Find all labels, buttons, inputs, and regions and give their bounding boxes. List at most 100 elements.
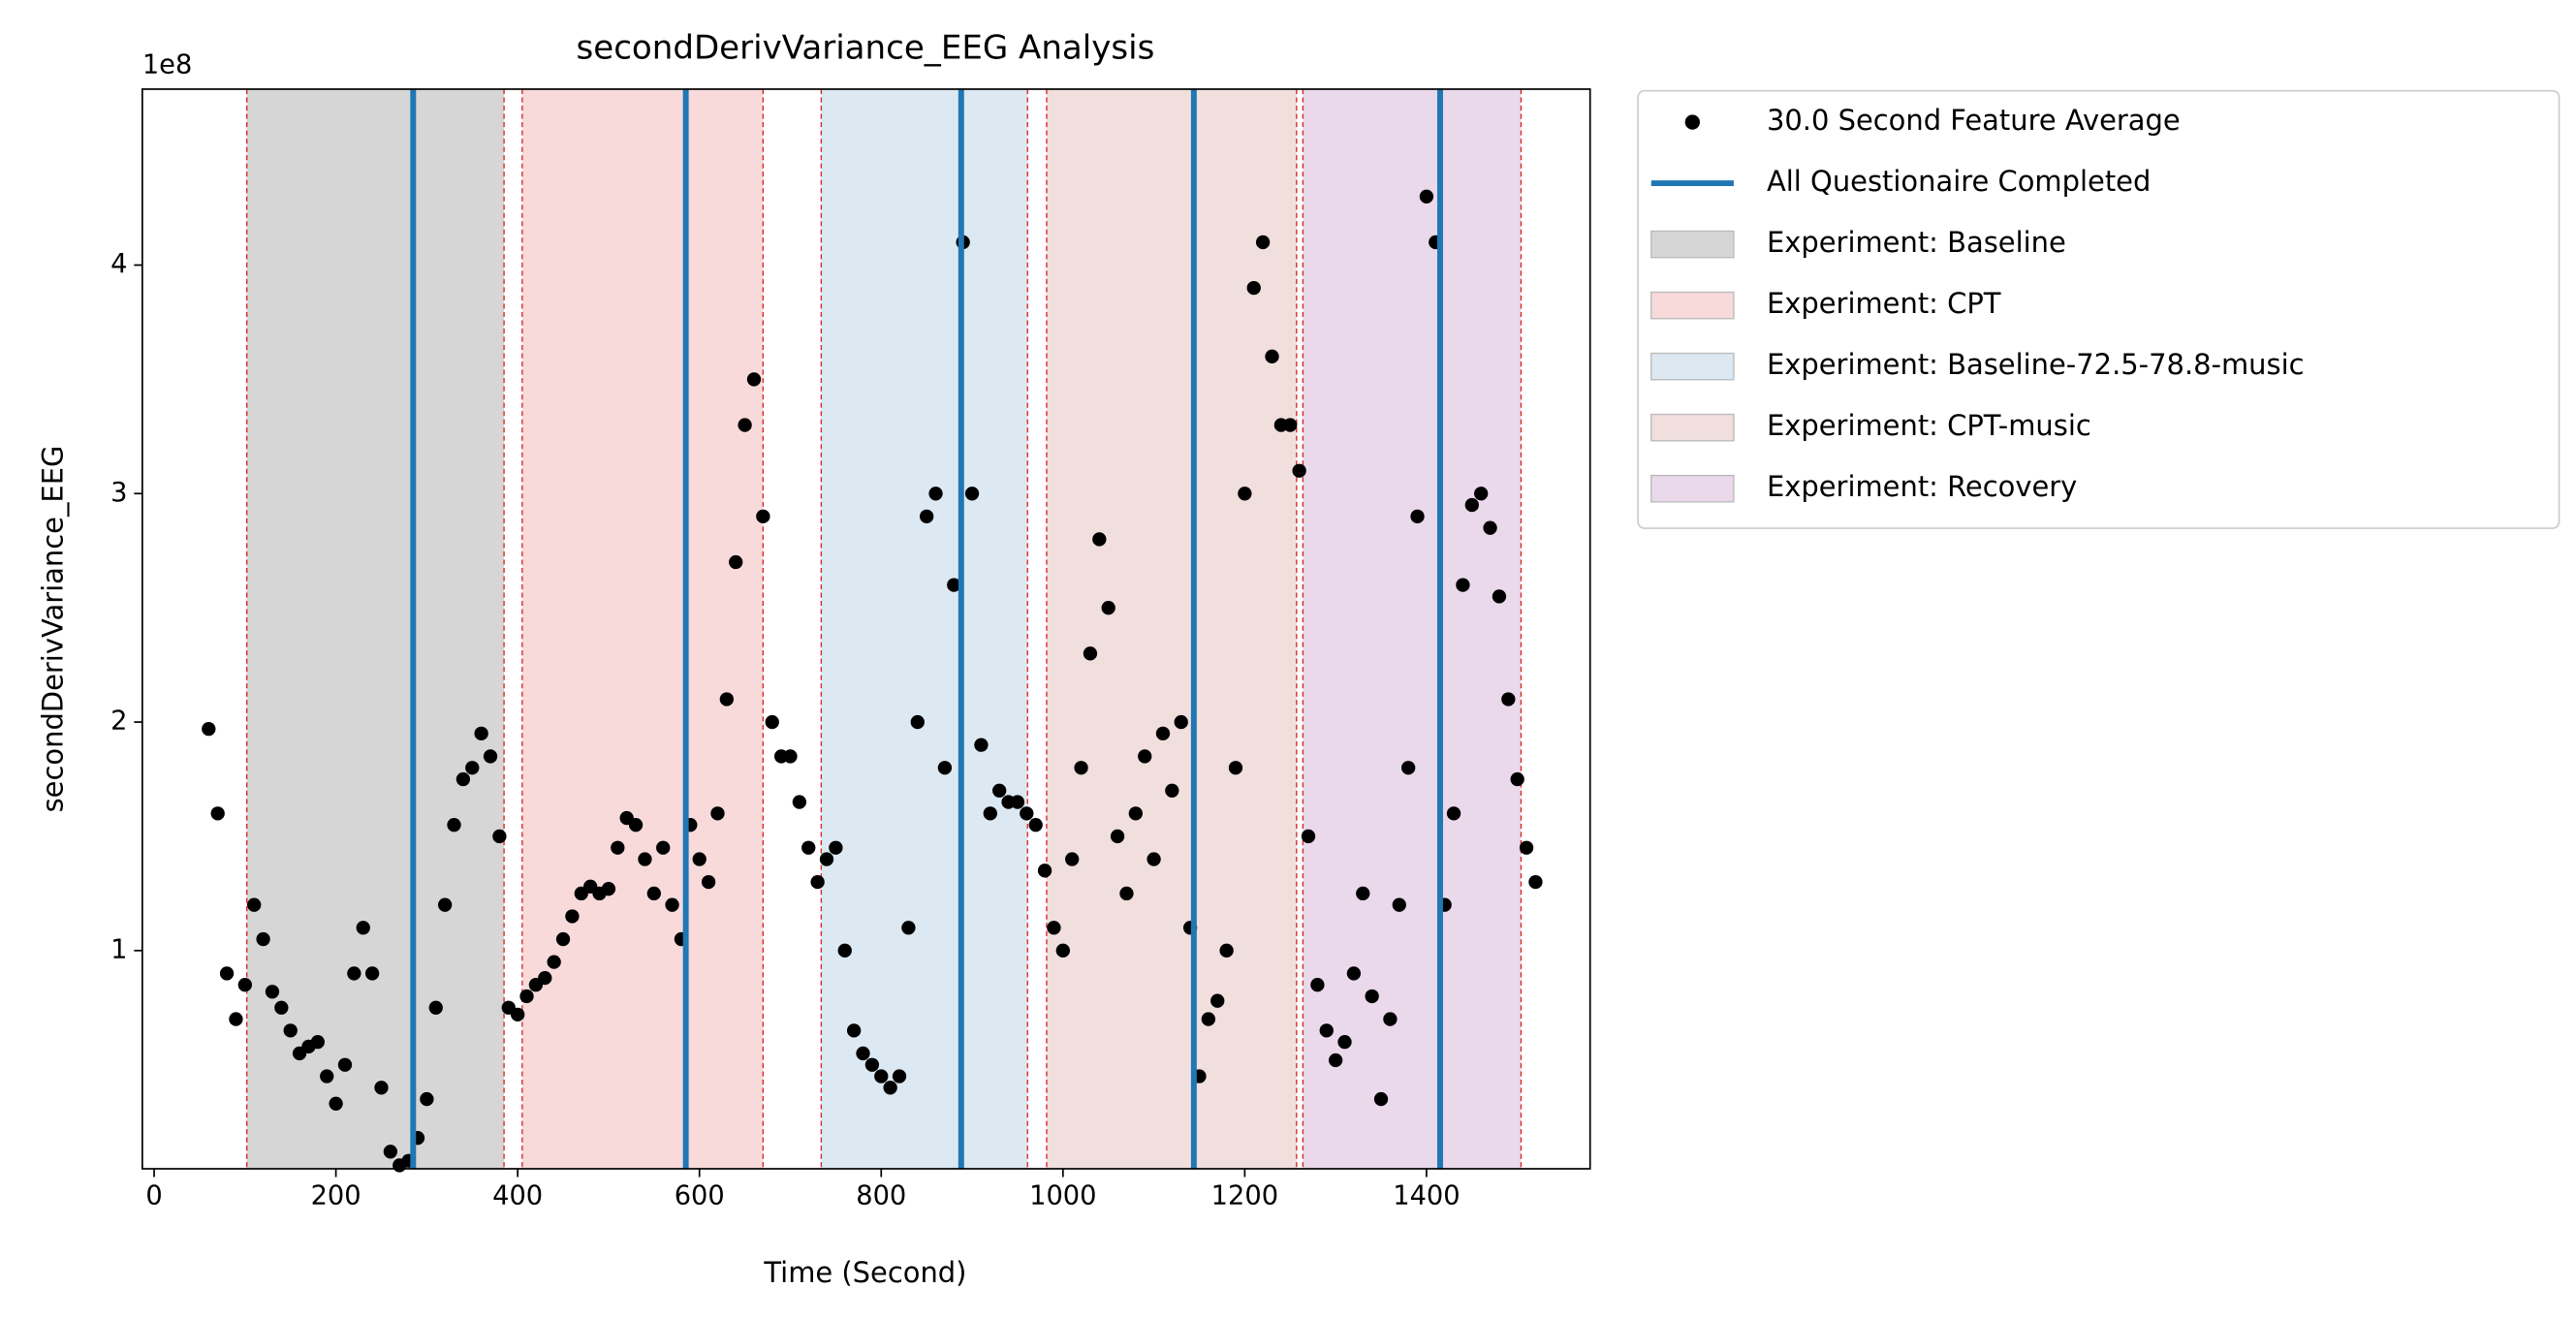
span: [821, 88, 1028, 1169]
data-point: [256, 931, 270, 947]
data-point: [1510, 771, 1524, 787]
legend-items: 30.0 Second Feature Average All Questiona…: [1650, 104, 2305, 503]
data-point: [1228, 761, 1243, 775]
data-point: [992, 783, 1007, 798]
x-tick-label: 1200: [1211, 1180, 1278, 1210]
data-point: [555, 931, 571, 947]
data-point: [1147, 852, 1161, 866]
data-point: [756, 509, 770, 524]
data-point: [1255, 235, 1271, 250]
legend-label: Experiment: Recovery: [1767, 470, 2077, 503]
x-tick-label: 1000: [1029, 1180, 1096, 1210]
span: [1046, 88, 1297, 1169]
legend-marker: [1684, 114, 1700, 130]
legend-patch: [1650, 474, 1735, 503]
data-point: [229, 1012, 243, 1026]
data-point: [1456, 578, 1470, 592]
data-point: [846, 1023, 862, 1038]
legend-patch: [1650, 352, 1735, 381]
data-point: [601, 882, 616, 896]
data-point: [420, 1091, 434, 1107]
data-point: [1110, 829, 1125, 844]
data-point: [1155, 726, 1171, 741]
data-point: [919, 509, 934, 524]
legend-label: Experiment: CPT: [1767, 287, 2001, 320]
data-point: [937, 761, 953, 775]
data-point: [892, 1069, 907, 1083]
span: [246, 88, 505, 1169]
data-point: [1101, 601, 1115, 615]
data-point: [1346, 966, 1362, 981]
data-point: [1265, 349, 1279, 363]
data-point: [483, 749, 498, 764]
data-point: [1310, 978, 1325, 992]
data-point: [901, 921, 916, 935]
data-point: [856, 1046, 870, 1061]
data-point: [356, 921, 370, 935]
data-point: [1328, 1052, 1343, 1068]
data-point: [1446, 806, 1461, 821]
data-point: [1337, 1034, 1352, 1050]
legend-patch: [1650, 230, 1735, 259]
data-point: [347, 966, 361, 981]
x-tick-label: 600: [675, 1180, 725, 1210]
x-tick-label: 1400: [1393, 1180, 1460, 1210]
data-point: [710, 806, 725, 821]
data-point: [792, 795, 807, 809]
data-point: [746, 372, 762, 387]
legend-label: Experiment: Baseline: [1767, 226, 2066, 259]
legend-patch: [1650, 291, 1735, 320]
data-point: [1246, 280, 1261, 296]
data-point: [1528, 874, 1543, 890]
y-tick-label: 3: [110, 478, 127, 508]
data-point: [364, 966, 380, 981]
data-point: [547, 955, 561, 969]
data-point: [1301, 829, 1316, 844]
data-point: [801, 840, 816, 855]
data-point: [1238, 487, 1252, 501]
data-point: [638, 852, 652, 866]
data-point: [474, 726, 488, 741]
data-point: [1373, 1091, 1389, 1107]
x-tick-label: 400: [492, 1180, 543, 1210]
data-point: [1138, 749, 1152, 764]
y-tick-label: 1: [110, 934, 127, 964]
data-point: [1201, 1012, 1216, 1026]
x-axis-label: Time (Second): [763, 1256, 966, 1289]
data-point: [1519, 840, 1534, 855]
x-tick-label: 800: [856, 1180, 906, 1210]
data-point: [1128, 806, 1143, 821]
data-point: [628, 818, 644, 832]
legend-label: All Questionaire Completed: [1767, 165, 2151, 198]
plot-area: [202, 88, 1543, 1173]
data-point: [1401, 761, 1416, 775]
data-point: [510, 1007, 525, 1022]
data-point: [492, 829, 507, 844]
data-point: [465, 761, 480, 775]
data-point: [374, 1081, 389, 1095]
data-point: [1283, 418, 1298, 432]
data-point: [646, 886, 661, 901]
data-point: [1319, 1023, 1334, 1038]
data-point: [247, 897, 262, 912]
data-point: [538, 970, 552, 986]
data-point: [1492, 589, 1507, 604]
y-axis-label: secondDerivVariance_EEG: [37, 446, 70, 813]
data-point: [819, 852, 834, 866]
data-point: [329, 1096, 343, 1111]
span: [1303, 88, 1522, 1169]
data-point: [810, 874, 825, 890]
data-point: [928, 487, 943, 501]
data-point: [983, 806, 997, 821]
data-point: [1065, 852, 1080, 866]
data-point: [428, 1000, 443, 1015]
data-point: [719, 692, 734, 707]
data-point: [701, 874, 716, 890]
data-point: [519, 989, 534, 1004]
y-tick-label: 4: [110, 249, 127, 279]
data-point: [1047, 921, 1061, 935]
data-point: [1474, 487, 1489, 501]
chart-title: secondDerivVariance_EEG Analysis: [577, 29, 1155, 68]
data-point: [1174, 714, 1188, 730]
